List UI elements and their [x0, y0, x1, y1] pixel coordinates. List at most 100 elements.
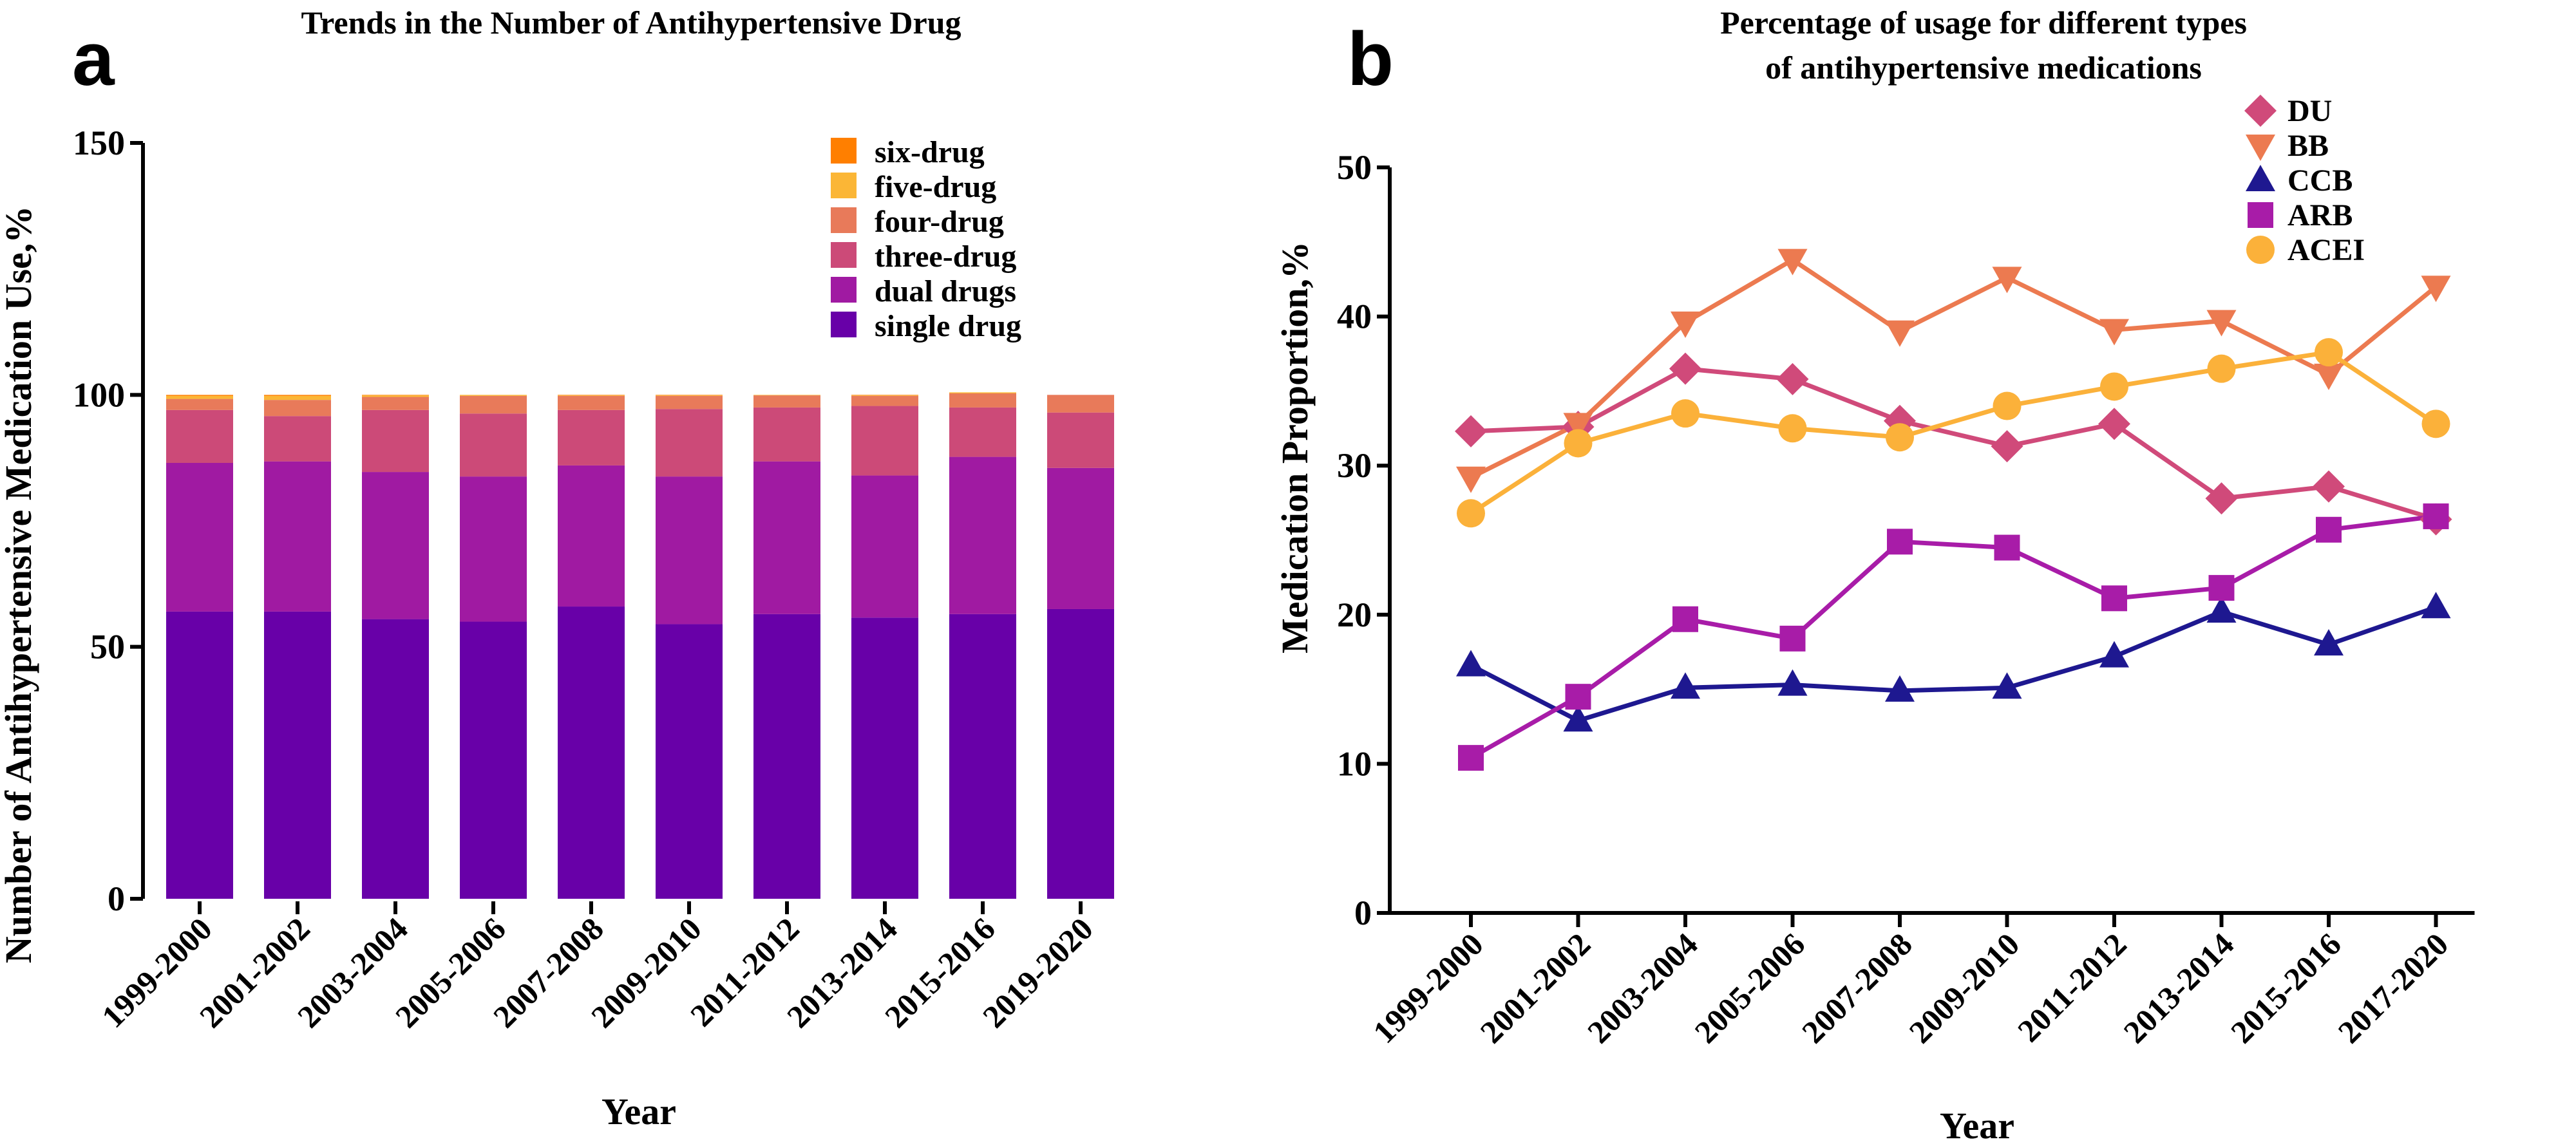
panel-a-x-axis-label: Year [601, 1091, 676, 1132]
point-acei [1886, 423, 1914, 452]
bar-segment-three-drug [949, 407, 1016, 457]
legend-label-ccb: CCB [2287, 164, 2353, 198]
point-bb [2099, 319, 2129, 346]
y-tick-label: 50 [90, 628, 125, 666]
point-acei [2421, 409, 2450, 438]
bar-segment-dual-drugs [362, 472, 429, 619]
bar-segment-five-drug [166, 395, 233, 399]
bar-segment-dual-drugs [264, 461, 331, 612]
bar-segment-single-drug [558, 606, 625, 899]
legend-swatch-three-drug [831, 242, 857, 268]
point-ccb [2314, 629, 2344, 656]
bar-segment-dual-drugs [949, 456, 1016, 614]
point-ccb [1456, 650, 1486, 677]
panel-b-x-axis-label: Year [1940, 1105, 2014, 1146]
bar-segment-single-drug [851, 617, 918, 899]
panel-b-title-line1: Percentage of usage for different types [1720, 5, 2247, 41]
y-tick-label: 40 [1337, 297, 1372, 336]
point-ccb [2421, 592, 2451, 619]
point-acei [2207, 354, 2236, 383]
bar-segment-three-drug [656, 409, 723, 477]
point-ccb [1563, 705, 1593, 732]
bar-segment-four-drug [558, 395, 625, 410]
point-arb [1672, 606, 1698, 632]
bar-segment-three-drug [362, 409, 429, 473]
point-ccb [2206, 596, 2237, 623]
bar-segment-three-drug [851, 406, 918, 476]
legend-swatch-single-drug [831, 312, 857, 337]
bar-segment-single-drug [656, 624, 723, 899]
point-acei [1671, 399, 1700, 428]
legend-label-bb: BB [2287, 129, 2329, 163]
series-line-bb [1470, 258, 2438, 480]
bar-segment-dual-drugs [753, 461, 820, 614]
bar-segment-four-drug [1047, 395, 1114, 413]
y-tick-label: 10 [1337, 744, 1372, 783]
bar-segment-dual-drugs [851, 475, 918, 618]
legend-label-acei: ACEI [2287, 233, 2365, 267]
point-bb [1671, 311, 1700, 338]
bar-segment-dual-drugs [656, 476, 723, 625]
legend-label-five-drug: five-drug [875, 170, 996, 204]
point-ccb [1885, 675, 1915, 702]
point-ccb [1671, 672, 1700, 699]
point-du [1991, 430, 2023, 463]
bar-segment-single-drug [264, 611, 331, 899]
bar-segment-five-drug [851, 395, 918, 396]
point-arb [1458, 745, 1484, 771]
bar-segment-single-drug [166, 611, 233, 899]
point-acei [1457, 499, 1485, 528]
point-bb [1885, 320, 1915, 347]
panel-a-title: Trends in the Number of Antihypertensive… [301, 5, 961, 41]
bar-segment-four-drug [753, 395, 820, 408]
legend-swatch-four-drug [831, 207, 857, 233]
y-tick-label: 150 [73, 124, 125, 162]
bar-segment-three-drug [264, 416, 331, 462]
panel-a-bars [166, 392, 1114, 899]
bar-segment-six-drug [264, 395, 331, 396]
legend-label-single-drug: single drug [875, 309, 1021, 343]
bar-segment-four-drug [264, 400, 331, 417]
legend-marker-arb [2248, 202, 2273, 228]
y-tick-label: 30 [1337, 446, 1372, 485]
bar-segment-dual-drugs [1047, 467, 1114, 609]
legend-label-arb: ARB [2287, 198, 2353, 232]
point-ccb [2099, 641, 2129, 668]
bar-segment-three-drug [558, 409, 625, 465]
point-du [2205, 482, 2238, 515]
point-arb [2316, 516, 2342, 543]
bar-segment-four-drug [460, 395, 527, 414]
bar-segment-single-drug [1047, 608, 1114, 899]
legend-marker-ccb [2246, 165, 2275, 191]
bar-segment-five-drug [949, 392, 1016, 393]
bar-segment-five-drug [362, 395, 429, 397]
bar-segment-four-drug [166, 399, 233, 410]
bar-segment-single-drug [753, 614, 820, 899]
bar-segment-dual-drugs [166, 462, 233, 612]
bar-segment-three-drug [460, 413, 527, 477]
bar-segment-dual-drugs [460, 476, 527, 622]
legend-marker-acei [2246, 236, 2275, 264]
panel-b-lines [1455, 249, 2452, 771]
bar-segment-three-drug [166, 409, 233, 463]
bar-segment-three-drug [1047, 412, 1114, 468]
legend-label-du: DU [2287, 94, 2332, 128]
y-tick-label: 0 [1354, 894, 1372, 932]
point-bb [2206, 310, 2237, 337]
point-du [1669, 352, 1701, 385]
bar-segment-single-drug [460, 621, 527, 899]
point-arb [1994, 534, 2020, 561]
point-bb [1563, 413, 1593, 440]
legend-label-four-drug: four-drug [875, 205, 1004, 239]
point-arb [1887, 529, 1913, 555]
y-tick-label: 20 [1337, 596, 1372, 634]
series-line-arb [1470, 514, 2436, 760]
legend-swatch-six-drug [831, 138, 857, 164]
panel-a-y-axis: 0 50 100 150 [73, 124, 145, 918]
bar-segment-three-drug [753, 407, 820, 462]
panel-b-title-line2: of antihypertensive medications [1765, 50, 2202, 86]
bar-segment-five-drug [264, 395, 331, 400]
bar-segment-six-drug [166, 395, 233, 396]
point-ccb [1992, 672, 2022, 699]
